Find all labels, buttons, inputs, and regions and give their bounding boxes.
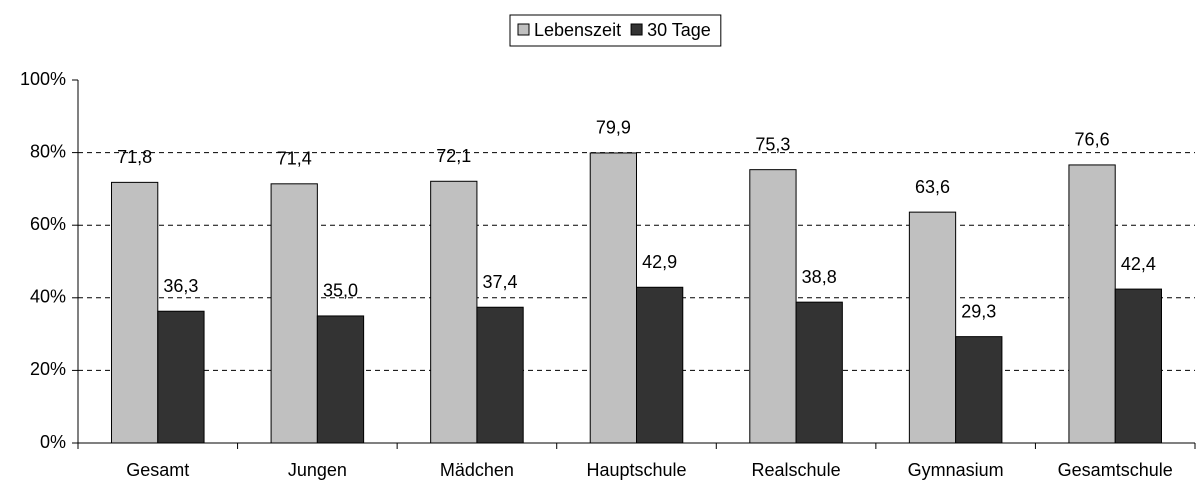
bar [955, 336, 1003, 444]
bar [636, 286, 684, 444]
data-label: 38,8 [802, 267, 837, 287]
data-label: 71,4 [277, 149, 312, 169]
x-tick-label: Gesamt [126, 460, 189, 480]
y-tick-label: 20% [30, 359, 66, 379]
legend-swatch [630, 23, 643, 36]
bar [270, 183, 318, 444]
data-label: 76,6 [1075, 130, 1110, 150]
y-tick-label: 0% [40, 432, 66, 452]
data-label: 29,3 [961, 301, 996, 321]
bar [476, 306, 524, 444]
x-tick-label: Jungen [288, 460, 347, 480]
data-label: 42,9 [642, 252, 677, 272]
bar [111, 181, 159, 444]
y-tick-label: 80% [30, 141, 66, 161]
y-tick-label: 100% [20, 69, 66, 89]
bar [749, 169, 797, 444]
bar [1114, 288, 1162, 444]
bar [589, 152, 638, 444]
data-label: 72,1 [436, 146, 471, 166]
x-tick-label: Mädchen [440, 460, 514, 480]
data-label: 35,0 [323, 281, 358, 301]
bar [908, 211, 957, 444]
data-label: 37,4 [483, 272, 518, 292]
x-tick-label: Gymnasium [908, 460, 1004, 480]
bar [795, 301, 843, 444]
data-label: 75,3 [755, 134, 790, 154]
bar [316, 315, 365, 444]
x-tick-label: Hauptschule [586, 460, 686, 480]
data-label: 63,6 [915, 177, 950, 197]
y-tick-label: 40% [30, 287, 66, 307]
legend-label: Lebenszeit [534, 20, 621, 40]
data-label: 71,8 [117, 147, 152, 167]
data-label: 42,4 [1121, 254, 1156, 274]
x-tick-label: Gesamtschule [1058, 460, 1173, 480]
bar [1068, 164, 1116, 444]
legend-swatch [517, 23, 530, 36]
bar [157, 310, 205, 444]
x-tick-label: Realschule [752, 460, 841, 480]
data-label: 79,9 [596, 118, 631, 138]
y-tick-label: 60% [30, 214, 66, 234]
bar [430, 180, 478, 444]
data-label: 36,3 [163, 276, 198, 296]
legend-label: 30 Tage [647, 20, 711, 40]
legend [509, 14, 722, 47]
